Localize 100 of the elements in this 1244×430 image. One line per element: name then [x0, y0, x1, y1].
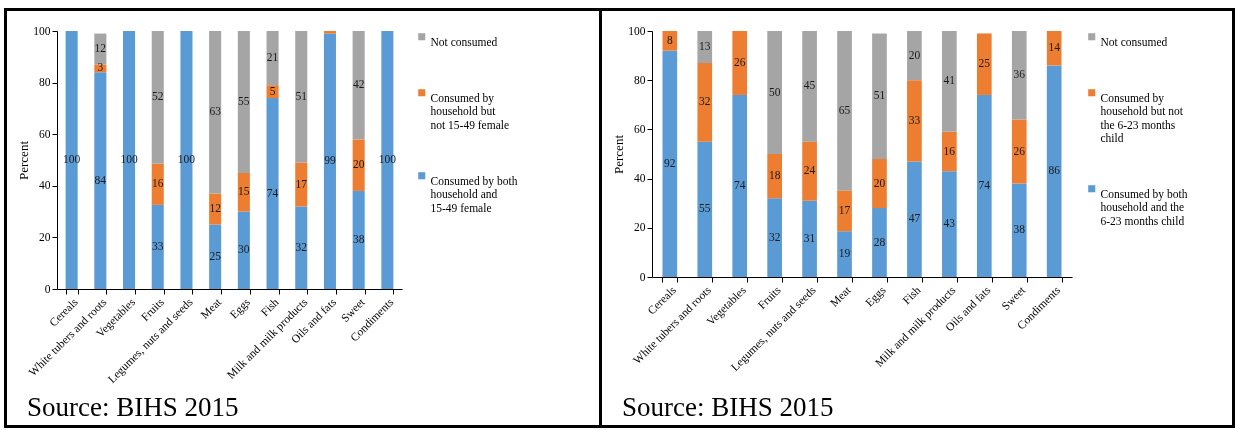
data-label: 14	[1048, 41, 1061, 54]
bar	[237, 31, 250, 173]
data-label: 43	[943, 217, 956, 230]
y-tick-label: 100	[628, 24, 646, 37]
y-tick-label: 80	[39, 76, 51, 89]
bar	[1011, 119, 1027, 184]
y-axis-title: Percent	[611, 134, 627, 174]
bar	[837, 190, 852, 232]
bar	[266, 98, 279, 289]
y-tick-label: 60	[39, 127, 51, 140]
data-label: 21	[266, 51, 279, 64]
data-label: 26	[733, 55, 746, 68]
data-label: 8	[666, 33, 673, 46]
data-label: 55	[238, 94, 250, 107]
data-label: 42	[352, 78, 365, 91]
data-label: 51	[295, 89, 308, 102]
bar	[802, 141, 817, 201]
data-label: 32	[768, 230, 781, 243]
y-axis-title: Percent	[16, 140, 32, 180]
data-label: 12	[94, 42, 107, 55]
data-label: 28	[873, 235, 886, 248]
bar	[872, 158, 887, 209]
bar	[732, 31, 748, 95]
data-label: 45	[803, 79, 816, 92]
data-label: 25	[209, 249, 222, 262]
bar	[209, 31, 222, 194]
bar	[802, 200, 817, 277]
data-label: 63	[209, 105, 222, 118]
x-tick-label: Fish	[900, 283, 923, 307]
data-label: 47	[908, 212, 921, 225]
data-label: 36	[1013, 68, 1026, 81]
data-label: 52	[151, 90, 164, 103]
bar	[697, 31, 713, 63]
bar	[767, 31, 782, 154]
bar	[151, 204, 164, 289]
bar	[732, 94, 748, 277]
bar	[1011, 31, 1027, 120]
bar	[209, 224, 222, 289]
bar	[323, 33, 336, 289]
data-label: 55	[699, 202, 711, 215]
y-tick-label: 100	[33, 24, 51, 37]
data-label: 41	[943, 74, 956, 87]
bar	[295, 162, 308, 207]
bar	[767, 154, 782, 199]
bar	[872, 208, 887, 277]
data-label: 12	[209, 202, 222, 215]
data-label: 18	[768, 169, 781, 182]
bar	[65, 31, 78, 289]
data-label: 92	[664, 156, 676, 169]
data-label: 17	[295, 177, 308, 190]
bar	[942, 171, 957, 277]
y-tick-label: 0	[44, 282, 51, 295]
bar	[180, 31, 193, 289]
data-label: 65	[838, 103, 851, 116]
legend-label: Consumed by household but not 15-49 female	[430, 91, 510, 131]
bar	[942, 131, 957, 172]
data-label: 15	[238, 185, 250, 198]
bar	[323, 31, 336, 34]
y-tick-label: 80	[634, 73, 646, 86]
data-label: 16	[943, 144, 956, 157]
source-note: Source: BIHS 2015	[622, 392, 834, 423]
data-label: 99	[324, 154, 336, 167]
legend-label: Not consumed	[1100, 35, 1168, 48]
data-label: 74	[733, 178, 746, 191]
y-tick-label: 40	[634, 172, 646, 185]
bar	[352, 139, 365, 191]
data-label: 84	[94, 173, 107, 186]
bar	[123, 31, 136, 289]
data-label: 86	[1048, 164, 1061, 177]
data-label: 32	[699, 95, 711, 108]
x-tick-label: Eggs	[227, 295, 254, 322]
bar	[942, 31, 957, 132]
bar	[907, 161, 922, 277]
data-label: 5	[269, 84, 276, 97]
data-label: 51	[873, 89, 886, 102]
data-label: 38	[1013, 223, 1026, 236]
data-label: 25	[978, 57, 991, 70]
bar	[837, 231, 852, 277]
x-tick-label: Fish	[258, 295, 281, 319]
bar	[976, 33, 992, 95]
data-label: 20	[908, 48, 921, 61]
data-label: 17	[838, 203, 851, 216]
data-label: 26	[1013, 144, 1026, 157]
data-label: 24	[803, 164, 816, 177]
source-note: Source: BIHS 2015	[27, 392, 239, 423]
data-label: 16	[151, 177, 164, 190]
bar	[907, 31, 922, 81]
bar	[767, 198, 782, 277]
bar	[1011, 183, 1027, 277]
bar	[237, 172, 250, 212]
bar	[872, 33, 887, 159]
legend-label: Consumed by both household and 15-49 female	[430, 174, 518, 214]
data-label: 38	[352, 232, 365, 245]
bar	[295, 31, 308, 163]
data-label: 19	[838, 247, 851, 260]
legend-label: Not consumed	[430, 35, 498, 48]
bar	[1046, 31, 1062, 66]
bar	[94, 72, 107, 289]
bar	[151, 31, 164, 164]
bar	[237, 211, 250, 289]
